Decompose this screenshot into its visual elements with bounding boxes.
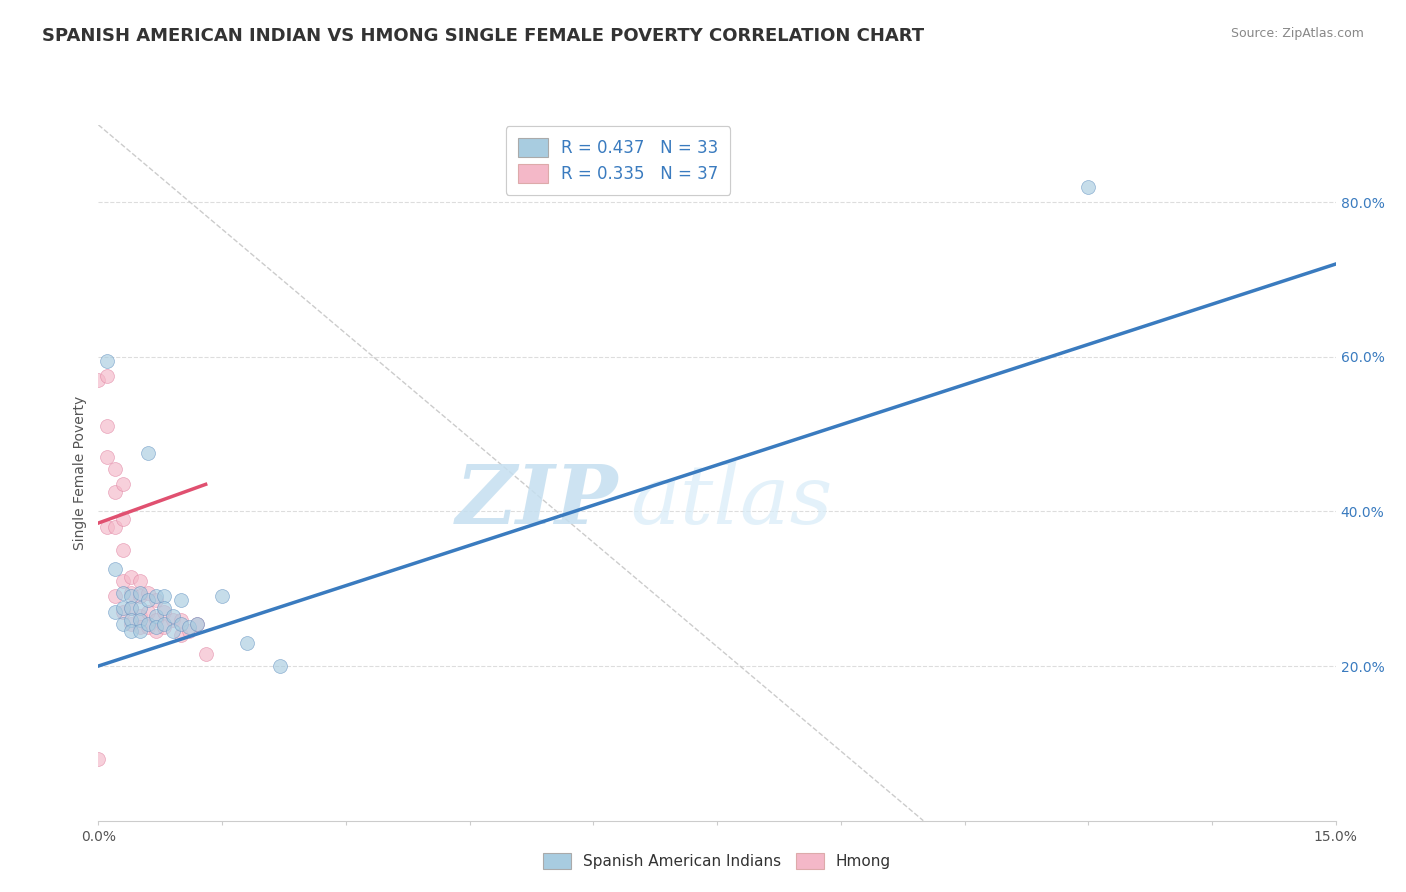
Point: [128, 613, 150, 627]
Point: [1077, 179, 1099, 194]
Point: [145, 613, 167, 627]
Point: [153, 605, 176, 619]
Point: [96, 369, 118, 384]
Point: [145, 590, 167, 604]
Point: [96, 419, 118, 434]
Point: [104, 485, 127, 500]
Text: Source: ZipAtlas.com: Source: ZipAtlas.com: [1230, 27, 1364, 40]
Point: [145, 620, 167, 634]
Point: [120, 624, 142, 639]
Point: [170, 613, 193, 627]
Point: [162, 624, 184, 639]
Text: SPANISH AMERICAN INDIAN VS HMONG SINGLE FEMALE POVERTY CORRELATION CHART: SPANISH AMERICAN INDIAN VS HMONG SINGLE …: [42, 27, 924, 45]
Point: [120, 601, 142, 615]
Point: [112, 477, 135, 491]
Text: atlas: atlas: [630, 460, 832, 541]
Point: [104, 590, 127, 604]
Point: [128, 590, 150, 604]
Point: [104, 520, 127, 534]
Point: [145, 593, 167, 607]
Point: [112, 512, 135, 526]
Point: [269, 659, 291, 673]
Point: [153, 620, 176, 634]
Point: [170, 616, 193, 631]
Point: [179, 624, 201, 639]
Point: [104, 462, 127, 476]
Point: [136, 620, 159, 634]
Point: [236, 636, 259, 650]
Point: [120, 590, 142, 604]
Point: [120, 613, 142, 627]
Point: [153, 601, 176, 615]
Point: [162, 608, 184, 623]
Legend: Spanish American Indians, Hmong: Spanish American Indians, Hmong: [537, 847, 897, 875]
Point: [120, 616, 142, 631]
Point: [128, 624, 150, 639]
Point: [104, 562, 127, 576]
Point: [112, 585, 135, 599]
Point: [145, 624, 167, 639]
Point: [136, 446, 159, 460]
Point: [112, 601, 135, 615]
Point: [112, 616, 135, 631]
Point: [136, 585, 159, 599]
Text: ZIP: ZIP: [456, 460, 619, 541]
Point: [136, 616, 159, 631]
Point: [194, 648, 217, 662]
Point: [128, 620, 150, 634]
Y-axis label: Single Female Poverty: Single Female Poverty: [73, 396, 87, 549]
Point: [128, 574, 150, 588]
Point: [136, 605, 159, 619]
Point: [96, 450, 118, 465]
Point: [96, 520, 118, 534]
Point: [186, 616, 208, 631]
Point: [87, 752, 110, 766]
Point: [145, 608, 167, 623]
Point: [104, 605, 127, 619]
Point: [120, 585, 142, 599]
Point: [112, 574, 135, 588]
Point: [170, 593, 193, 607]
Point: [186, 616, 208, 631]
Point: [87, 373, 110, 387]
Point: [211, 590, 233, 604]
Point: [128, 601, 150, 615]
Point: [128, 585, 150, 599]
Point: [96, 353, 118, 368]
Point: [120, 570, 142, 584]
Point: [128, 608, 150, 623]
Point: [179, 620, 201, 634]
Point: [112, 543, 135, 558]
Point: [120, 601, 142, 615]
Point: [136, 593, 159, 607]
Point: [170, 628, 193, 642]
Legend: R = 0.437   N = 33, R = 0.335   N = 37: R = 0.437 N = 33, R = 0.335 N = 37: [506, 127, 730, 194]
Point: [153, 616, 176, 631]
Point: [153, 590, 176, 604]
Point: [112, 605, 135, 619]
Point: [162, 613, 184, 627]
